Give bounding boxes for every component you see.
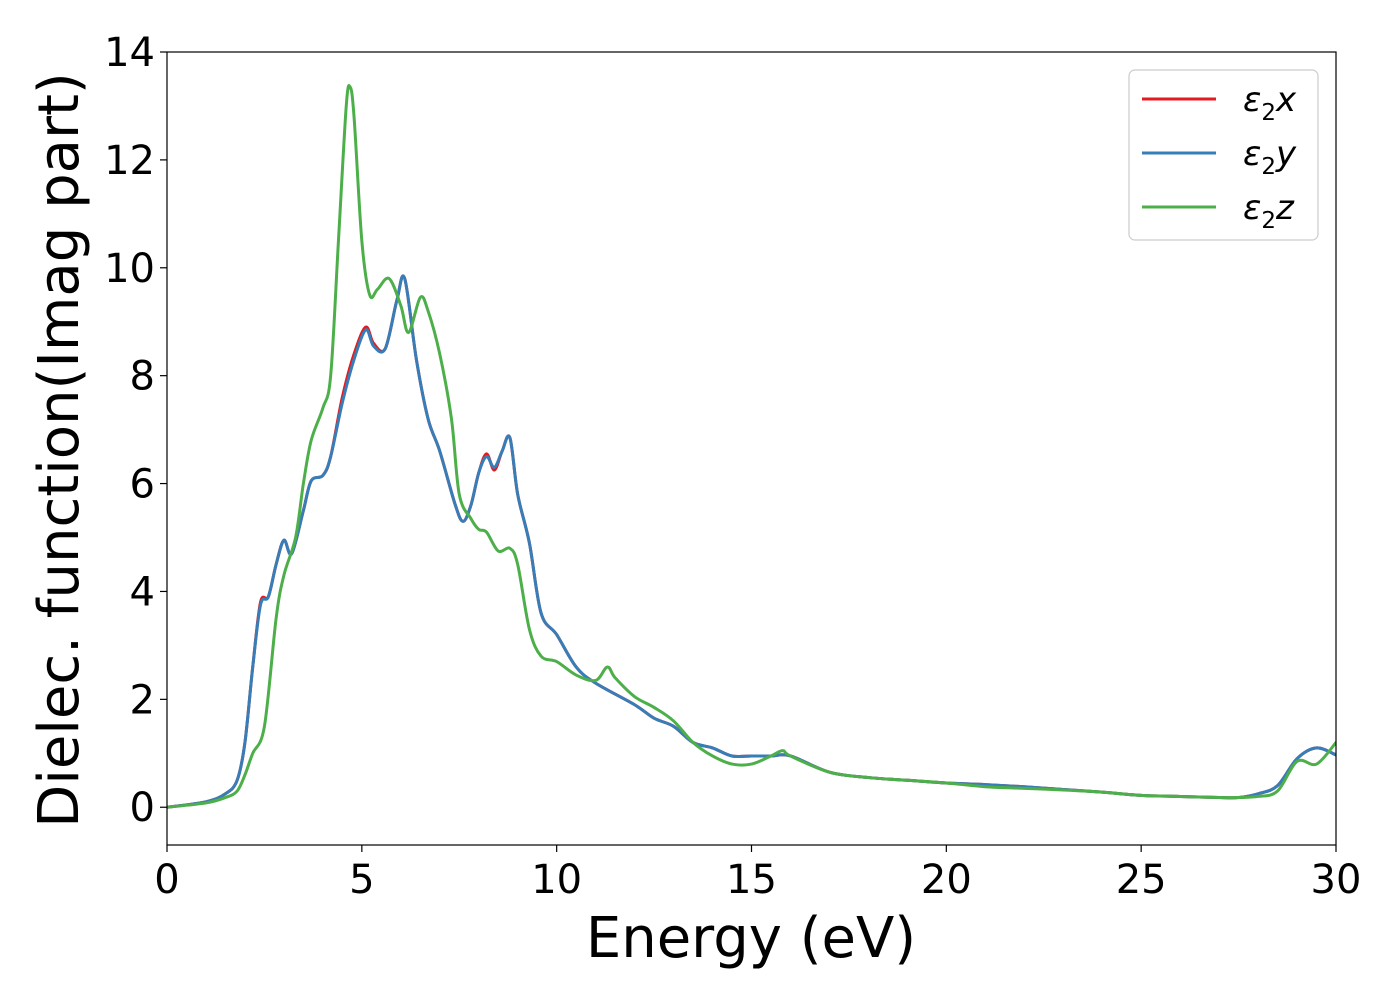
y-tick-label: 0 (130, 785, 155, 831)
legend-label: ε2x (1243, 80, 1297, 126)
legend-box (1128, 69, 1319, 241)
y-tick-label: 14 (104, 30, 155, 76)
legend: ε2x ε2y ε2z (1128, 69, 1319, 241)
series-line-y (167, 274, 1336, 809)
legend-label: ε2y (1243, 134, 1297, 180)
legend-item-x: ε2x (1142, 80, 1297, 126)
x-tick-label: 5 (349, 857, 374, 903)
y-tick-label: 2 (130, 677, 155, 723)
series-line-x (167, 274, 1336, 809)
y-tick-label: 8 (130, 354, 155, 400)
y-tick-label: 6 (130, 462, 155, 508)
legend-item-z: ε2z (1142, 188, 1295, 234)
series-layer (167, 83, 1336, 809)
y-axis: 0 2 4 6 8 10 12 14 (104, 30, 167, 831)
x-tick-label: 15 (726, 857, 777, 903)
series-line-z (167, 83, 1336, 809)
x-tick-label: 20 (921, 857, 972, 903)
y-tick-label: 10 (104, 246, 155, 292)
y-axis-label: Dielec. function(Imag part) (27, 72, 92, 828)
plot-frame (166, 51, 1337, 846)
legend-items: ε2x ε2y ε2z (1142, 80, 1297, 234)
x-tick-label: 10 (531, 857, 582, 903)
x-axis-title: Energy (eV) (586, 906, 916, 971)
legend-item-y: ε2y (1142, 134, 1297, 180)
x-tick-label: 25 (1116, 857, 1167, 903)
y-tick-label: 12 (104, 138, 155, 184)
y-axis-title: Dielec. function(Imag part) (27, 72, 92, 828)
legend-label: ε2z (1243, 188, 1295, 234)
x-tick-label: 30 (1311, 857, 1362, 903)
x-tick-label: 0 (154, 857, 179, 903)
x-axis: 0 5 10 15 20 25 30 (154, 845, 1361, 903)
y-tick-label: 4 (130, 569, 155, 615)
